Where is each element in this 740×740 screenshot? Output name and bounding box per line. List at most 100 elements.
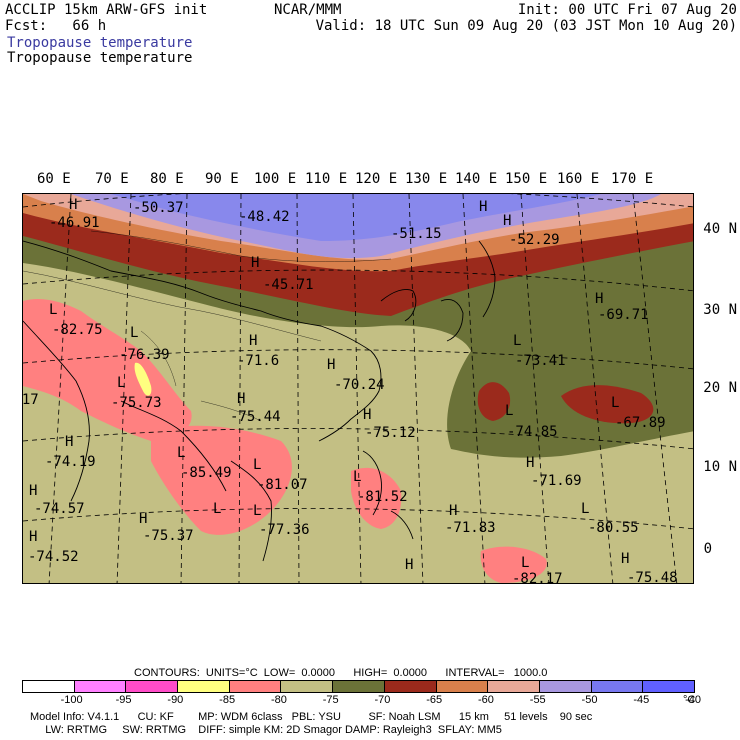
map-panel: H -46.91 -50.37 -48.42 H -45.71 -51.15 H H -52.29… — [22, 193, 694, 584]
lat-label: 20 N — [703, 380, 737, 396]
high-marker: H — [621, 551, 629, 567]
high-marker: H — [363, 407, 371, 423]
contour-value: -48.42 — [239, 209, 290, 225]
model-info-line1: Model Info: V4.1.1 CU: KF MP: WDM 6class… — [30, 711, 593, 723]
contour-value: -45.71 — [263, 277, 314, 293]
colorbar-bin — [643, 681, 694, 692]
colorbar-tick: -95 — [115, 694, 132, 706]
lon-label: 120 E — [355, 171, 398, 187]
contour-value: -69.71 — [598, 307, 649, 323]
colorbar-bin — [384, 681, 437, 692]
lat-label: 30 N — [703, 302, 737, 318]
colorbar-tick: -45 — [633, 694, 650, 706]
coastlines — [23, 240, 496, 562]
init-time: Init: 00 UTC Fri 07 Aug 20 — [517, 2, 737, 18]
low-marker: L — [117, 375, 125, 391]
colorbar-tick: -40 — [685, 694, 701, 706]
contour-value: -85.49 — [181, 465, 232, 481]
low-marker: L — [49, 302, 57, 318]
contour-value: -77.36 — [259, 522, 310, 538]
field-shaded-label: Tropopause temperature — [7, 35, 193, 51]
valid-time: Valid: 18 UTC Sun 09 Aug 20 (03 JST Mon … — [315, 18, 737, 34]
colorbar-bin — [488, 681, 540, 692]
contour-value: -75.12 — [365, 425, 416, 441]
colorbar-tick: -65 — [426, 694, 443, 706]
shading-brown-band — [23, 206, 693, 316]
lat-label: 40 N — [703, 221, 737, 237]
contour-value: -82.17 — [512, 571, 563, 584]
contour-value: -75.73 — [111, 395, 162, 411]
shading-dark-olive — [23, 229, 693, 458]
contour-value: -71.69 — [531, 473, 582, 489]
high-marker: H — [449, 503, 457, 519]
high-marker: H — [65, 434, 73, 450]
lon-label: 140 E — [455, 171, 498, 187]
contour-value-labels: H-46.91-50.37-48.42H-45.71-51.15HH-52.29… — [23, 197, 678, 584]
shading-brown-patch-1 — [477, 382, 511, 421]
contour-value: -81.07 — [257, 477, 308, 493]
model-title: ACCLIP 15km ARW-GFS init — [5, 2, 208, 18]
forecast-hour: Fcst: 66 h — [5, 18, 107, 34]
contour-value: -71.83 — [445, 520, 496, 536]
colorbar-bin — [281, 681, 334, 692]
contour-value: -74.19 — [45, 454, 96, 470]
shading-brown-patch-2 — [561, 385, 654, 424]
colorbar-tick: -75 — [322, 694, 339, 706]
lat-lon-grid — [23, 194, 693, 583]
colorbar-tick: -55 — [529, 694, 546, 706]
colorbar-bin — [436, 681, 489, 692]
colorbar-tick: -70 — [374, 694, 391, 706]
contour-value: -82.75 — [52, 322, 103, 338]
lon-label: 150 E — [505, 171, 548, 187]
colorbar-tick: -60 — [478, 694, 494, 706]
high-marker: H — [251, 255, 259, 271]
low-marker: L — [253, 457, 261, 473]
contour-value: -75.48 — [627, 570, 678, 584]
low-marker: L — [130, 325, 138, 341]
low-marker: L — [253, 503, 261, 519]
contour-value: -67.89 — [615, 415, 666, 431]
contour-value: -75.37 — [143, 528, 194, 544]
contour-value: -46.91 — [49, 215, 100, 231]
contour-value: -74.57 — [34, 501, 85, 517]
high-marker: H — [479, 199, 487, 215]
high-marker: H — [327, 357, 335, 373]
contour-value: -74.52 — [28, 549, 79, 565]
high-marker: H — [526, 455, 534, 471]
low-marker: L — [513, 333, 521, 349]
lon-label: 100 E — [254, 171, 297, 187]
contour-value: 6.17 — [23, 392, 39, 408]
field-contour-label: Tropopause temperature — [7, 50, 193, 66]
contour-value: -70.24 — [334, 377, 385, 393]
colorbar-bin — [539, 681, 592, 692]
colorbar-bin — [126, 681, 179, 692]
colorbar-bin — [74, 681, 127, 692]
high-marker: H — [29, 529, 37, 545]
lon-label: 70 E — [95, 171, 129, 187]
contour-value: -51.15 — [391, 226, 442, 242]
colorbar-tick: -80 — [270, 694, 287, 706]
shading-salmon-indochina — [151, 425, 292, 535]
high-marker: H — [237, 391, 245, 407]
shading-yellow-core — [134, 362, 152, 396]
model-info-line2: LW: RRTMG SW: RRTMG DIFF: simple KM: 2D … — [30, 724, 502, 736]
org-label: NCAR/MMM — [274, 2, 342, 18]
tropopause-temperature-map: H-46.91-50.37-48.42H-45.71-51.15HH-52.29… — [23, 194, 693, 584]
contour-value: -74.85 — [507, 424, 558, 440]
shading-blue-purple — [111, 194, 601, 241]
contour-value: -80.55 — [588, 520, 639, 536]
low-marker: L — [521, 555, 529, 571]
low-marker: L — [581, 501, 589, 517]
contour-value: -76.39 — [119, 347, 170, 363]
colorbar-bin — [333, 681, 385, 692]
colorbar-tick: -50 — [581, 694, 598, 706]
low-marker: L — [213, 501, 221, 517]
high-marker: H — [69, 197, 77, 213]
lon-label: 110 E — [305, 171, 348, 187]
lon-label: 160 E — [557, 171, 600, 187]
high-marker: H — [503, 213, 511, 229]
contour-value: -52.29 — [509, 232, 560, 248]
colorbar — [22, 680, 695, 693]
shading-salmon-india — [23, 299, 192, 441]
shading-salmon-philippines — [351, 467, 402, 529]
